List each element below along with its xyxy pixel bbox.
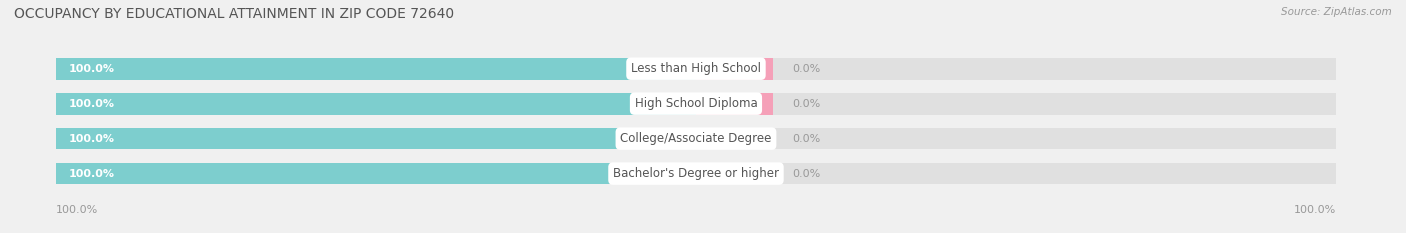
Bar [56, 128, 696, 150]
Text: College/Associate Degree: College/Associate Degree [620, 132, 772, 145]
Bar [696, 163, 773, 185]
Text: 0.0%: 0.0% [792, 99, 820, 109]
Bar [56, 58, 1336, 80]
Text: 100.0%: 100.0% [56, 205, 98, 215]
Bar [56, 163, 696, 185]
Bar [56, 93, 696, 114]
Bar [56, 128, 1336, 150]
Bar [696, 58, 773, 80]
Bar [56, 58, 696, 80]
Text: 0.0%: 0.0% [792, 169, 820, 178]
Bar [56, 163, 1336, 185]
Text: 100.0%: 100.0% [69, 169, 115, 178]
Text: 100.0%: 100.0% [1294, 205, 1336, 215]
Bar [696, 93, 773, 114]
Text: 100.0%: 100.0% [69, 99, 115, 109]
Bar [56, 93, 1336, 114]
Text: 0.0%: 0.0% [792, 134, 820, 144]
Bar [696, 128, 773, 150]
Text: High School Diploma: High School Diploma [634, 97, 758, 110]
Text: Source: ZipAtlas.com: Source: ZipAtlas.com [1281, 7, 1392, 17]
Text: Less than High School: Less than High School [631, 62, 761, 75]
Text: 100.0%: 100.0% [69, 134, 115, 144]
Text: 100.0%: 100.0% [69, 64, 115, 74]
Text: OCCUPANCY BY EDUCATIONAL ATTAINMENT IN ZIP CODE 72640: OCCUPANCY BY EDUCATIONAL ATTAINMENT IN Z… [14, 7, 454, 21]
Text: Bachelor's Degree or higher: Bachelor's Degree or higher [613, 167, 779, 180]
Text: 0.0%: 0.0% [792, 64, 820, 74]
